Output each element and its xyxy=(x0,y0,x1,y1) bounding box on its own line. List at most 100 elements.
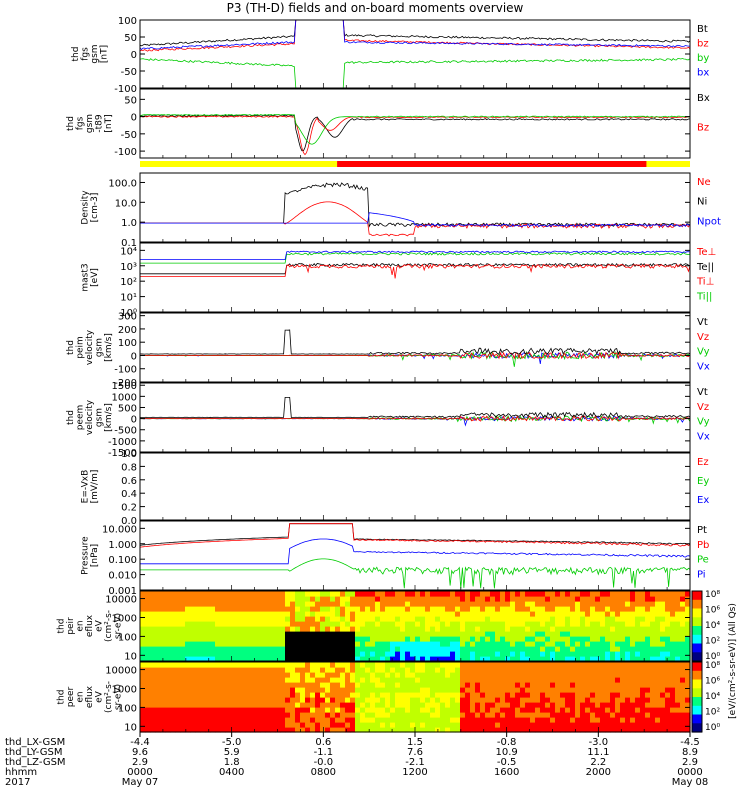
colorbar-frame-1 xyxy=(691,661,703,733)
fgs-ylabel: [nT] xyxy=(99,45,109,63)
pressure-legend-2: Pe xyxy=(697,555,709,566)
xaxis-row-label: thd_LX-GSM xyxy=(5,737,65,748)
xtick-lz: 2.2 xyxy=(590,757,606,768)
xtick-lx: 1.5 xyxy=(407,737,423,748)
e-field-ylabel: E=-VxB xyxy=(80,470,90,504)
fgs-t89-ytick-label: -50 xyxy=(121,130,137,141)
xtick-ly: 7.6 xyxy=(407,747,423,758)
pressure-ylabel: [nPa] xyxy=(90,544,100,567)
peem-velocity-ylabel: velocity xyxy=(85,399,95,435)
density-legend-0: Ne xyxy=(697,177,711,188)
xtick-lx: -5.0 xyxy=(222,737,242,748)
xtick-hhmm: 0800 xyxy=(311,767,336,778)
peer-spectrogram-ylabel: eflux xyxy=(85,685,95,708)
pressure-ytick-label: 1.000 xyxy=(108,540,137,551)
fgs-trace-0 xyxy=(139,19,691,47)
pressure-legend-0: Pt xyxy=(697,525,707,536)
density-trace-1 xyxy=(140,201,691,237)
fgs-ylabel: thd xyxy=(71,47,81,62)
temperature-ytick-label: 10⁰ xyxy=(120,308,137,319)
peer-spectrogram-ylabel: en xyxy=(76,691,86,702)
fgs-legend-0: Bt xyxy=(697,24,708,35)
fgs-t89-legend-0: Bx xyxy=(697,93,710,104)
fgs-legend-3: bx xyxy=(697,68,709,79)
fgs-ytick-label: 100 xyxy=(118,16,137,27)
peir-spectrogram-ylabel: sr-eV) xyxy=(114,613,124,639)
peer-spectrogram-ylabel: (cm²-s- xyxy=(104,681,114,713)
temperature-ytick-label: 10³ xyxy=(120,262,137,273)
peem-velocity-legend-0: Vt xyxy=(697,387,708,398)
xtick-hhmm: 1200 xyxy=(402,767,427,778)
pressure-legend-1: Pb xyxy=(697,540,709,551)
fgs-t89-ytick-label: 50 xyxy=(124,95,137,106)
peir-spectrogram-image xyxy=(140,591,691,662)
fgs-trace-2 xyxy=(139,19,690,50)
peim-velocity-legend-0: Vt xyxy=(697,317,708,328)
density-ytick-label: 10.0 xyxy=(115,198,137,209)
temperature-legend-2: Ti⊥ xyxy=(696,277,714,288)
temperature-legend-1: Te|| xyxy=(696,262,714,273)
peim-velocity-ytick-label: 100 xyxy=(118,338,137,349)
fgs-t89-frame xyxy=(139,88,691,159)
temperature-trace-1 xyxy=(140,250,691,261)
xtick-date: May 08 xyxy=(672,777,709,788)
peem-velocity-ytick-label: -1000 xyxy=(108,437,137,448)
density-ylabel: [cm-3] xyxy=(90,193,100,223)
xtick-ly: 11.1 xyxy=(587,747,609,758)
fgs-ytick-label: -100 xyxy=(114,84,137,95)
fgs-ytick-label: -50 xyxy=(121,67,137,78)
peer-spectrogram-ylabel: eV xyxy=(95,690,105,703)
peir-spectrogram-ytick-label: 1000 xyxy=(112,613,137,624)
fgs-t89-ylabel: fgs xyxy=(76,116,86,130)
colorbar-tick-label: 10⁸ xyxy=(705,590,720,600)
pressure-frame xyxy=(139,520,691,591)
e-field-ytick-label: 0.2 xyxy=(121,503,137,514)
xtick-lz: 2.9 xyxy=(682,757,698,768)
fgs-t89-ylabel: gsm xyxy=(85,114,95,133)
peim-velocity-ytick-label: 0 xyxy=(131,351,137,362)
status-bar-segment-0 xyxy=(140,161,338,167)
density-ytick-label: 0.1 xyxy=(121,238,137,249)
xtick-ly: 10.9 xyxy=(496,747,518,758)
e-field-legend-2: Ex xyxy=(697,495,709,506)
peim-velocity-ytick-label: -200 xyxy=(114,378,137,389)
fgs-legend-1: bz xyxy=(697,39,709,50)
fgs-frame xyxy=(139,19,691,89)
colorbar-tick-label: 10⁸ xyxy=(705,661,720,671)
colorbar-tick-label: 10² xyxy=(705,708,720,718)
status-bar-segment-1 xyxy=(337,161,647,167)
xtick-lz: -0.5 xyxy=(497,757,517,768)
fgs-trace-1 xyxy=(139,19,691,52)
peir-spectrogram-ylabel: eflux xyxy=(85,614,95,637)
peem-velocity-ytick-label: -1500 xyxy=(108,448,137,459)
temperature-legend-3: Ti|| xyxy=(696,291,712,302)
chart-title: P3 (TH-D) fields and on-board moments ov… xyxy=(227,1,524,15)
xtick-lx: -4.5 xyxy=(680,737,700,748)
e-field-ylabel: [mV/m] xyxy=(90,470,100,504)
xtick-lz: -0.0 xyxy=(314,757,334,768)
colorbar-tick-label: 10⁶ xyxy=(705,606,720,616)
temperature-ytick-label: 10¹ xyxy=(120,293,137,304)
peir-spectrogram-ytick-label: 10000 xyxy=(105,595,137,606)
peer-spectrogram-ytick-label: 10 xyxy=(124,722,137,733)
fgs-ylabel: fgs xyxy=(80,47,90,61)
fgs-legend-2: by xyxy=(697,53,709,64)
density-frame xyxy=(139,172,691,243)
pressure-ytick-label: 0.010 xyxy=(108,571,137,582)
peim-velocity-trace-3 xyxy=(139,329,691,356)
fgs-t89-trace-2 xyxy=(139,113,691,145)
peem-velocity-ytick-label: 1000 xyxy=(112,392,137,403)
xtick-ly: -1.1 xyxy=(314,747,334,758)
peim-velocity-ylabel: [km/s] xyxy=(104,333,114,362)
peem-velocity-ylabel: peem xyxy=(76,405,86,431)
peim-velocity-legend-3: Vx xyxy=(697,361,710,372)
density-legend-2: Npot xyxy=(697,216,721,227)
e-field-frame xyxy=(139,452,691,521)
pressure-legend-3: Pi xyxy=(697,569,706,580)
peir-spectrogram-ylabel: en xyxy=(76,620,86,631)
peem-velocity-trace-2 xyxy=(139,415,691,422)
xtick-date: May 07 xyxy=(122,777,159,788)
colorbar-tick-label: 10⁰ xyxy=(705,723,720,733)
xtick-lx: 0.6 xyxy=(315,737,331,748)
